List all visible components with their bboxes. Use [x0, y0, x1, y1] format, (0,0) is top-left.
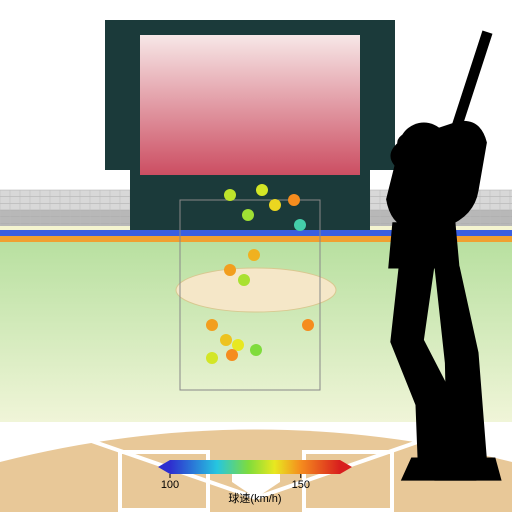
- pitch-marker: [238, 274, 250, 286]
- pitch-marker: [206, 319, 218, 331]
- pitch-marker: [250, 344, 262, 356]
- pitch-marker: [248, 249, 260, 261]
- pitch-marker: [224, 264, 236, 276]
- chart-svg: 100 150 球速(km/h): [0, 0, 512, 512]
- pitch-marker: [256, 184, 268, 196]
- pitch-marker: [242, 209, 254, 221]
- pitch-marker: [288, 194, 300, 206]
- pitch-marker: [224, 189, 236, 201]
- scoreboard-screen: [140, 35, 360, 175]
- pitch-marker: [220, 334, 232, 346]
- legend-colorbar: [170, 460, 340, 474]
- legend-tick-label: 150: [292, 479, 310, 491]
- pitch-marker: [294, 219, 306, 231]
- pitch-marker: [232, 339, 244, 351]
- pitch-marker: [206, 352, 218, 364]
- pitch-marker: [269, 199, 281, 211]
- pitch-location-chart: 100 150 球速(km/h): [0, 0, 512, 512]
- legend-tick-label: 100: [161, 479, 179, 491]
- pitch-marker: [226, 349, 238, 361]
- pitch-marker: [302, 319, 314, 331]
- legend-axis-label: 球速(km/h): [228, 491, 281, 505]
- pitchers-mound: [176, 268, 336, 312]
